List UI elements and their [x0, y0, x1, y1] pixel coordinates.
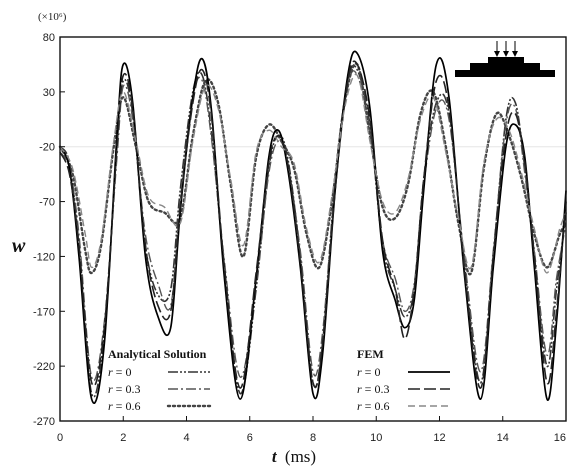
load-arrow-icon: [512, 41, 518, 57]
y-multiplier: (×10⁶): [38, 11, 67, 23]
load-arrow-icon: [503, 41, 509, 57]
x-axis-variable: t: [272, 447, 278, 466]
legend-analytical: Analytical Solution r = 0 r = 0.3 r = 0.…: [108, 347, 212, 413]
y-axis-title: w: [12, 235, 26, 257]
series-line-analytical-r06: [58, 62, 568, 276]
legend-fem-entry-r03: r = 0.3: [357, 382, 389, 396]
series-line-analytical-r03: [59, 70, 567, 382]
y-tick-label: -270: [33, 416, 55, 428]
x-tick-label: 2: [120, 432, 126, 444]
y-tick-label: -170: [33, 306, 55, 318]
x-tick-label: 14: [497, 432, 509, 444]
legend-analytical-entry-r03: r = 0.3: [108, 382, 140, 396]
legend-analytical-title: Analytical Solution: [108, 347, 207, 361]
y-tick-label: -70: [39, 197, 55, 209]
series-line-fem-r03: [59, 60, 567, 389]
x-tick-label: 10: [370, 432, 382, 444]
legend-fem: FEM r = 0 r = 0.3 r = 0.6: [357, 347, 450, 413]
x-axis-unit: (ms): [285, 447, 316, 466]
x-tick-label: 6: [247, 432, 253, 444]
legend-fem-entry-r0: r = 0: [357, 365, 380, 379]
y-axis-ticks: 80 30 -20 -70 -120 -170 -220 -270: [33, 32, 65, 428]
series-line-fem-r06: [59, 73, 567, 274]
series-layer: [58, 50, 568, 405]
x-tick-label: 0: [57, 432, 63, 444]
legend-fem-entry-r06: r = 0.6: [357, 399, 389, 413]
x-axis-ticks: 0 2 4 6 8 10 12 14 16: [57, 416, 567, 444]
plot-frame: [59, 36, 567, 422]
y-tick-label: -220: [33, 361, 55, 373]
x-axis-title: t (ms): [272, 447, 316, 466]
legend-fem-title: FEM: [357, 347, 384, 361]
y-tick-label: -120: [33, 251, 55, 263]
y-tick-label: 80: [43, 32, 55, 44]
y-tick-label: 30: [43, 87, 55, 99]
x-tick-label: 8: [310, 432, 316, 444]
x-tick-label: 4: [183, 432, 189, 444]
x-tick-label: 16: [554, 432, 566, 444]
y-tick-label: -20: [39, 142, 55, 154]
x-tick-label: 12: [433, 432, 445, 444]
legend-analytical-entry-r0: r = 0: [108, 365, 131, 379]
legend-analytical-entry-r06: r = 0.6: [108, 399, 140, 413]
load-arrow-icon: [494, 41, 500, 57]
load-inset-icon: [455, 41, 555, 77]
